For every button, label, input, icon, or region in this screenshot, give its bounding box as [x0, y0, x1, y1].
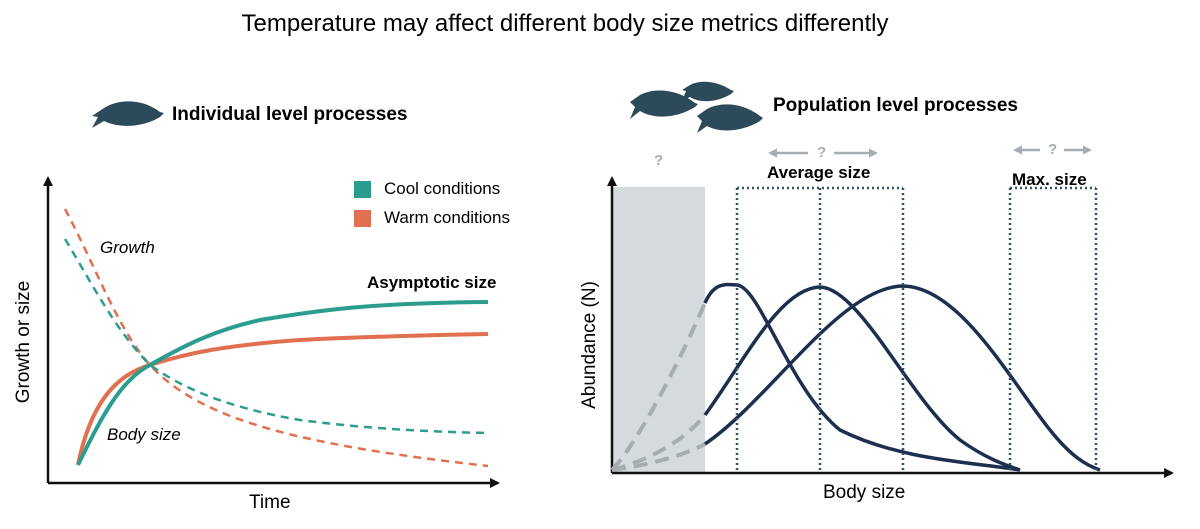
legend-warm-swatch	[354, 209, 371, 227]
max-size-box	[1008, 186, 1098, 470]
fish-icon	[92, 101, 164, 128]
legend-cool-swatch	[354, 180, 371, 198]
legend-warm-label: Warm conditions	[384, 208, 510, 227]
average-size-label: Average size	[767, 163, 871, 182]
size-distribution-medium	[703, 285, 1021, 472]
extrapolated-curve-3	[611, 442, 706, 472]
body-size-curve-cool	[76, 300, 489, 466]
figure-title: Temperature may affect different body si…	[241, 10, 889, 37]
body-size-curve-warm	[76, 332, 489, 466]
legend-cool-label: Cool conditions	[384, 179, 501, 198]
growth-label: Growth	[100, 238, 155, 257]
growth-curve-warm	[63, 208, 489, 468]
unobserved-size-region	[612, 187, 705, 473]
average-size-question-mark: ?	[817, 144, 827, 161]
right-axes	[607, 176, 1174, 478]
fish-school-icon	[630, 81, 763, 133]
legend-warm: Warm conditions	[354, 208, 510, 228]
growth-curve-cool	[63, 238, 489, 435]
size-distribution-large	[704, 284, 1101, 472]
shaded-question-mark: ?	[654, 152, 664, 169]
average-size-box	[735, 186, 905, 470]
size-distribution-small	[703, 282, 1021, 472]
left-panel-heading: Individual level processes	[172, 104, 408, 125]
max-size-question-mark: ?	[1048, 141, 1058, 158]
left-x-axis-label: Time	[249, 492, 291, 513]
right-x-axis-label: Body size	[823, 482, 906, 503]
asymptotic-size-label: Asymptotic size	[367, 273, 497, 292]
max-size-label: Max. size	[1012, 170, 1087, 189]
right-panel-heading: Population level processes	[773, 95, 1018, 116]
legend-cool: Cool conditions	[354, 179, 500, 199]
left-axes	[43, 176, 500, 488]
body-size-label: Body size	[107, 425, 181, 444]
